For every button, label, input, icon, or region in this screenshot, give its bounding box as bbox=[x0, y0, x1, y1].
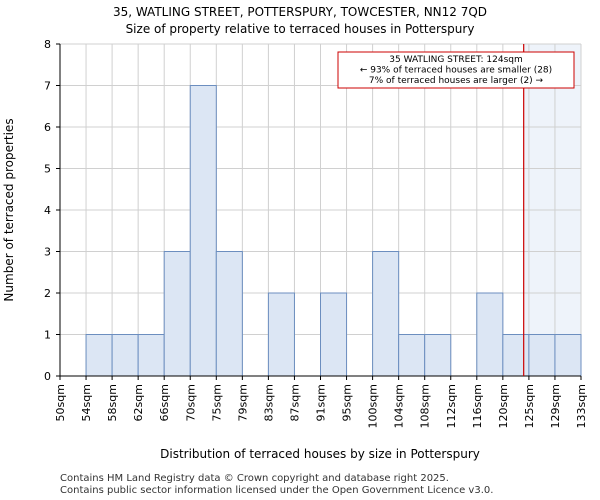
histogram-bar bbox=[398, 334, 426, 377]
y-tick-label: 1 bbox=[44, 329, 51, 342]
x-tick-label: 54sqm bbox=[80, 384, 93, 421]
histogram-bar bbox=[137, 334, 165, 377]
x-tick-label: 70sqm bbox=[184, 384, 197, 421]
histogram-bar bbox=[528, 334, 556, 377]
y-tick-label: 5 bbox=[44, 163, 51, 176]
y-tick-label: 3 bbox=[44, 246, 51, 259]
footer-copyright: Contains HM Land Registry data © Crown c… bbox=[60, 473, 449, 484]
y-tick-label: 7 bbox=[44, 80, 51, 93]
x-tick-label: 120sqm bbox=[497, 384, 510, 428]
histogram-bar bbox=[163, 251, 191, 377]
x-tick-label: 66sqm bbox=[158, 384, 171, 421]
histogram-bar bbox=[85, 334, 113, 377]
y-tick-label: 8 bbox=[44, 38, 51, 51]
y-tick-label: 6 bbox=[44, 121, 51, 134]
annotation-box bbox=[337, 51, 575, 89]
annotation-text: ← 93% of terraced houses are smaller (28… bbox=[360, 66, 552, 76]
y-axis-label: Number of terraced properties bbox=[2, 118, 16, 301]
y-tick-label: 4 bbox=[44, 204, 51, 217]
annotation-text: 7% of terraced houses are larger (2) → bbox=[369, 76, 544, 86]
x-tick-label: 50sqm bbox=[54, 384, 67, 421]
annotation-text: 35 WATLING STREET: 124sqm bbox=[389, 55, 523, 65]
x-tick-label: 79sqm bbox=[236, 384, 249, 421]
histogram-bar bbox=[320, 292, 348, 377]
footer-licence: Contains public sector information licen… bbox=[60, 485, 494, 496]
x-tick-label: 62sqm bbox=[132, 384, 145, 421]
x-tick-label: 116sqm bbox=[471, 384, 484, 428]
histogram-bar bbox=[424, 334, 452, 377]
y-tick-label: 0 bbox=[44, 370, 51, 383]
x-tick-label: 87sqm bbox=[288, 384, 301, 421]
x-tick-label: 100sqm bbox=[367, 384, 380, 428]
histogram-bar bbox=[189, 85, 217, 377]
x-tick-label: 108sqm bbox=[419, 384, 432, 428]
x-tick-label: 104sqm bbox=[393, 384, 406, 428]
x-tick-label: 83sqm bbox=[262, 384, 275, 421]
x-tick-label: 95sqm bbox=[341, 384, 354, 421]
x-tick-label: 125sqm bbox=[523, 384, 536, 428]
histogram-bar bbox=[215, 251, 243, 377]
x-tick-label: 75sqm bbox=[210, 384, 223, 421]
histogram-bar bbox=[476, 292, 504, 377]
x-tick-label: 58sqm bbox=[106, 384, 119, 421]
histogram-bar bbox=[502, 334, 530, 377]
histogram-bar bbox=[267, 292, 295, 377]
chart-title-line1: 35, WATLING STREET, POTTERSPURY, TOWCEST… bbox=[113, 5, 487, 19]
histogram-bar bbox=[111, 334, 139, 377]
x-tick-label: 112sqm bbox=[445, 384, 458, 428]
histogram-bar bbox=[554, 334, 582, 377]
x-tick-label: 129sqm bbox=[549, 384, 562, 428]
x-tick-label: 91sqm bbox=[315, 384, 328, 421]
x-axis-label: Distribution of terraced houses by size … bbox=[160, 447, 480, 461]
histogram-bar bbox=[372, 251, 400, 377]
x-tick-label: 133sqm bbox=[575, 384, 588, 428]
plot-area: 0 1 2 3 4 5 6 7 8 50sqm 54sqm 58sqm 62sqm 66sqm 70sqm 7… bbox=[44, 38, 588, 428]
chart-title-line2: Size of property relative to terraced ho… bbox=[126, 22, 475, 36]
y-tick-label: 2 bbox=[44, 287, 51, 300]
